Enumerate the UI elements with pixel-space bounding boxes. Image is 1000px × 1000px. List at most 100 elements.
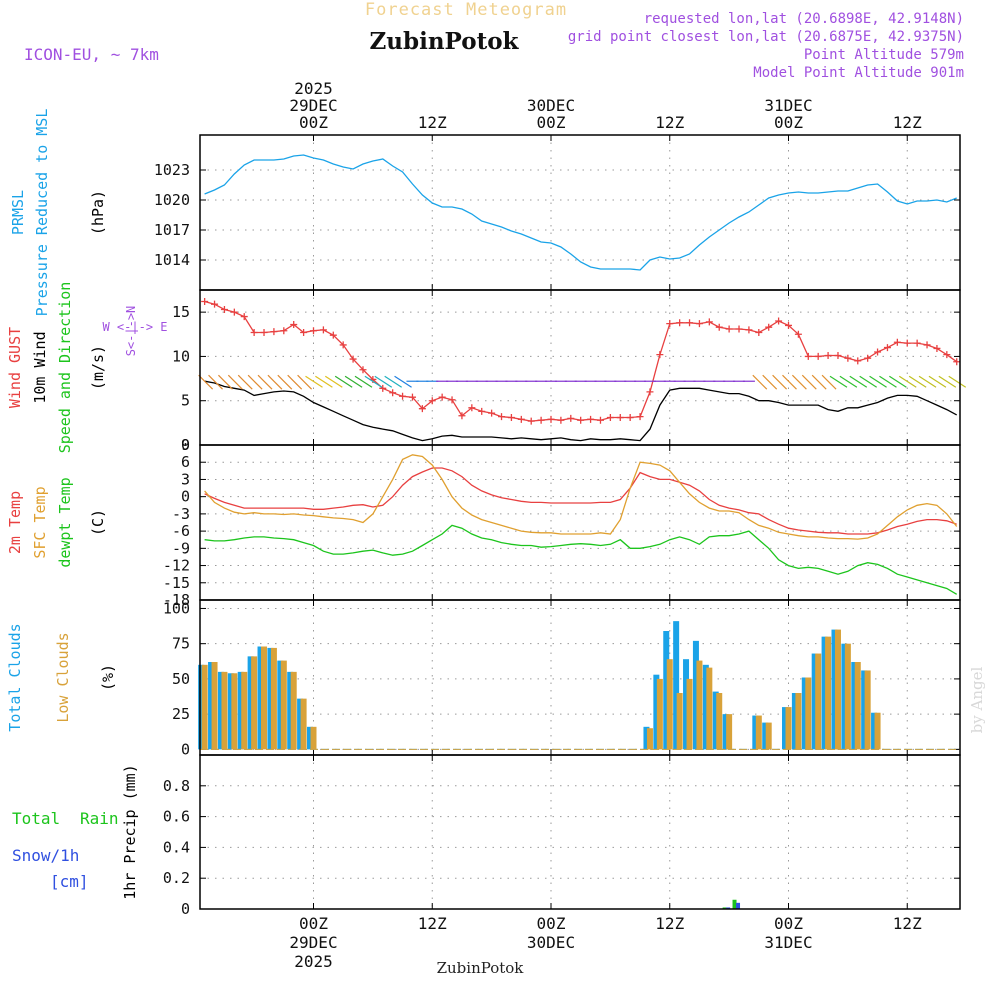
- gust-marker: [804, 352, 812, 360]
- wind-direction-arrow: [277, 374, 293, 390]
- wind-direction-arrow: [928, 375, 947, 388]
- compass-ns: S<-|->N: [124, 306, 138, 357]
- y-tick-label: 1014: [154, 251, 190, 269]
- bar-total-clouds: [722, 714, 729, 750]
- axis-label: 10m Wind: [31, 331, 49, 403]
- gust-marker: [329, 331, 337, 339]
- wind-direction-arrow: [334, 375, 353, 388]
- y-tick-label: -9: [172, 539, 190, 557]
- axis-label: Wind GUST: [6, 327, 24, 408]
- gust-marker: [883, 344, 891, 352]
- wind-direction-arrow: [821, 374, 837, 390]
- gust-marker: [507, 414, 515, 422]
- bar-low-clouds: [815, 653, 822, 750]
- wind-direction-arrow: [297, 374, 313, 390]
- gust-marker: [240, 313, 248, 321]
- wind-direction-arrow: [344, 375, 363, 388]
- series-line-wind-gust: [204, 300, 958, 422]
- panel-labels: 2m Temp SFC Temp dewpt Temp (C): [6, 477, 107, 567]
- gust-marker: [527, 417, 535, 425]
- bar-total-clouds: [257, 646, 264, 750]
- bar-total-clouds: [702, 664, 709, 750]
- gust-marker: [260, 329, 268, 337]
- compass-ew: W <-|-> E: [102, 320, 167, 334]
- bar-total-clouds: [307, 726, 313, 750]
- y-tick-label: 0: [181, 740, 190, 758]
- bar-total-clouds: [277, 660, 284, 750]
- axis-label: 2m Temp: [6, 491, 24, 554]
- gust-marker: [903, 339, 911, 347]
- gust-marker: [943, 351, 951, 359]
- axis-label: dewpt Temp: [56, 477, 74, 567]
- top-tick-label: 00Z: [537, 113, 566, 132]
- gust-marker: [794, 330, 802, 338]
- bar-low-clouds: [300, 698, 307, 750]
- bar-low-clouds: [201, 664, 208, 750]
- gust-marker: [656, 351, 664, 359]
- axis-label: (C): [89, 509, 107, 536]
- gust-marker: [310, 327, 317, 335]
- gust-marker: [834, 352, 842, 360]
- location-title: ZubinPotok: [370, 28, 520, 55]
- bar-low-clouds: [805, 677, 812, 750]
- y-tick-label: 25: [172, 705, 190, 723]
- bar-low-clouds: [726, 714, 733, 750]
- wind-direction-arrow: [772, 374, 788, 390]
- bar-low-clouds: [676, 693, 683, 750]
- gust-marker: [755, 329, 763, 337]
- gust-marker: [201, 298, 209, 306]
- wind-direction-arrow: [829, 375, 848, 388]
- bar-total-clouds: [692, 640, 699, 750]
- bar-low-clouds: [795, 693, 802, 750]
- bar-total-clouds: [267, 647, 274, 750]
- y-tick-label: 100: [163, 599, 190, 617]
- wind-direction-arrow: [394, 375, 412, 388]
- bar-low-clouds: [854, 662, 861, 750]
- y-tick-label: 1023: [154, 161, 190, 179]
- gust-marker: [735, 325, 743, 333]
- bar-snow-1h: [736, 902, 741, 909]
- gust-marker: [339, 341, 347, 349]
- bar-total-clouds: [851, 662, 858, 750]
- panel-clouds: 0 25 50 75 100 Total Clouds Low Clouds (%): [6, 599, 961, 758]
- gust-marker: [280, 327, 288, 335]
- top-tick-label: 12Z: [893, 113, 922, 132]
- wind-direction-arrow: [267, 374, 283, 390]
- gust-marker: [349, 355, 357, 363]
- y-tick-label: 15: [172, 303, 190, 321]
- y-tick-label: 0.8: [163, 777, 190, 795]
- y-tick-label: 75: [172, 635, 190, 653]
- wind-direction-arrow: [354, 375, 373, 388]
- gust-marker: [824, 352, 832, 360]
- bar-total-clouds: [297, 698, 304, 750]
- gust-marker: [596, 416, 604, 424]
- bar-total: [722, 907, 727, 909]
- point-altitude: Point Altitude 579m: [804, 47, 964, 63]
- bar-total-clouds: [811, 653, 818, 750]
- gust-marker: [577, 416, 585, 424]
- wind-direction-arrow: [879, 375, 897, 388]
- wind-direction-arrow: [305, 375, 323, 388]
- footer-location: ZubinPotok: [437, 959, 525, 977]
- gust-marker: [557, 416, 565, 424]
- gust-marker: [953, 358, 961, 366]
- gust-marker: [844, 354, 852, 362]
- gust-marker: [567, 414, 575, 422]
- bar-low-clouds: [666, 659, 673, 750]
- gust-marker: [913, 339, 921, 347]
- bar-low-clouds: [825, 636, 832, 750]
- series-line-sfc-temp: [204, 454, 958, 540]
- bar-total-clouds: [782, 707, 788, 750]
- bar-low-clouds: [310, 726, 317, 750]
- model-altitude: Model Point Altitude 901m: [753, 65, 964, 81]
- wind-direction-arrow: [918, 375, 937, 388]
- gust-marker: [517, 415, 525, 423]
- gust-marker: [676, 319, 684, 327]
- bottom-tick-label: 2025: [294, 952, 333, 971]
- axis-label: 1hr Precip (mm): [121, 764, 139, 899]
- gust-marker: [695, 320, 703, 328]
- bar-total: [732, 899, 737, 909]
- top-tick-label: 29DEC: [289, 96, 337, 115]
